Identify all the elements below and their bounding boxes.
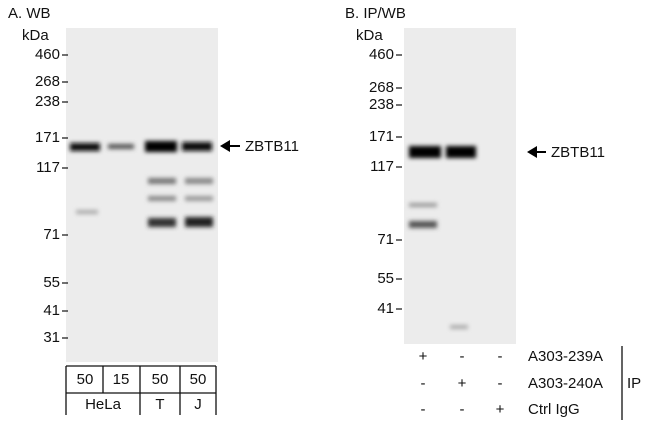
band (185, 196, 213, 201)
unit-label: kDa (356, 27, 383, 44)
band (409, 146, 441, 158)
lane-load: 50 (152, 371, 169, 388)
marker-label: 460 (35, 46, 60, 63)
arrow (220, 140, 240, 152)
lane-group: J (194, 396, 202, 413)
marker-label: 238 (35, 93, 60, 110)
unit-label: kDa (22, 27, 49, 44)
band (409, 221, 437, 228)
ip-label: A303-239A (528, 348, 603, 365)
blot (66, 28, 218, 362)
band (76, 210, 98, 214)
marker-label: 117 (36, 159, 60, 176)
band (148, 178, 176, 184)
blot (404, 28, 516, 344)
band (446, 146, 476, 158)
panel-title: A. WB (8, 5, 51, 22)
band (450, 325, 468, 329)
marker-label: 268 (369, 79, 394, 96)
ip-label: Ctrl IgG (528, 401, 580, 418)
lane-group: HeLa (85, 396, 122, 413)
lane-group: T (155, 396, 164, 413)
band (185, 217, 213, 227)
lane-load: 50 (190, 371, 207, 388)
marker-label: 171 (35, 129, 60, 146)
band (70, 143, 100, 151)
marker-label: 117 (370, 158, 394, 175)
band (148, 218, 176, 227)
marker-label: 71 (377, 231, 394, 248)
marker-label: 71 (43, 226, 60, 243)
band (182, 142, 212, 151)
band (108, 144, 134, 149)
marker-label: 55 (377, 270, 394, 287)
lane-load: 15 (113, 371, 130, 388)
ip-symbol: - (460, 348, 465, 365)
ip-symbol: - (421, 401, 426, 418)
marker-label: 31 (43, 329, 60, 346)
ip-symbol: - (498, 348, 503, 365)
lane-load: 50 (77, 371, 94, 388)
lane-table (65, 365, 217, 415)
ip-symbol: - (421, 375, 426, 392)
panel-title: B. IP/WB (345, 5, 406, 22)
marker-label: 55 (43, 274, 60, 291)
marker-label: 41 (377, 300, 394, 317)
target-label: ZBTB11 (551, 144, 605, 161)
ip-symbol: + (419, 348, 428, 365)
ip-symbol: + (496, 401, 505, 418)
bands (70, 141, 213, 227)
band (409, 203, 437, 207)
ip-symbol: + (458, 375, 467, 392)
ip-symbol: - (460, 401, 465, 418)
target-label: ZBTB11 (245, 138, 299, 155)
bracket-label: IP (627, 375, 641, 392)
bands (409, 146, 476, 329)
marker-label: 41 (43, 302, 60, 319)
marker-label: 238 (369, 96, 394, 113)
band (145, 141, 177, 152)
marker-label: 171 (369, 128, 394, 145)
ip-symbol: - (498, 375, 503, 392)
arrow (527, 146, 546, 158)
band (185, 178, 213, 184)
band (148, 196, 176, 201)
marker-label: 460 (369, 46, 394, 63)
ip-label: A303-240A (528, 375, 603, 392)
marker-label: 268 (35, 73, 60, 90)
